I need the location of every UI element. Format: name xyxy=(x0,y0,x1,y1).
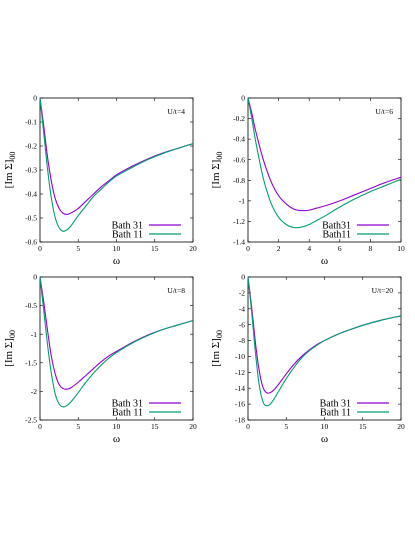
y-tick-label: -1.2 xyxy=(233,217,245,226)
x-tick-label: 20 xyxy=(189,422,197,431)
x-tick-label: 5 xyxy=(284,422,288,431)
chart-panel-4: 0 5 10 15 20 0 -2 -4 -6 -8 -10 -12 -14 -16 -18 U/t=20 Ba… xyxy=(210,273,405,445)
y-tick-label: 0 xyxy=(33,273,37,282)
annotation-label: U/t=20 xyxy=(372,286,394,295)
y-tick-label: -0.5 xyxy=(25,214,37,223)
legend-label: Bath 11 xyxy=(320,408,351,419)
series-line-bath31 xyxy=(247,97,402,212)
y-tick-label: -0.2 xyxy=(233,114,245,123)
x-tick-label: 20 xyxy=(189,244,197,253)
x-tick-label: 4 xyxy=(307,244,311,253)
x-tick-label: 10 xyxy=(113,422,121,431)
y-tick-label: -4 xyxy=(239,304,245,313)
x-tick-label: 15 xyxy=(151,422,159,431)
y-axis-label: [Im Σ]00 xyxy=(3,330,17,367)
y-axis-label: [Im Σ]00 xyxy=(210,152,224,189)
x-tick-label: 6 xyxy=(338,244,342,253)
x-axis-label: ω xyxy=(321,255,328,267)
y-tick-label: -0.3 xyxy=(25,166,37,175)
x-tick-label: 10 xyxy=(397,244,405,253)
series-line-bath11 xyxy=(247,276,402,407)
x-tick-label: 0 xyxy=(246,422,250,431)
y-tick-label: -1.4 xyxy=(233,238,245,247)
y-tick-label: -0.4 xyxy=(25,190,37,199)
y-tick-label: -14 xyxy=(235,384,245,393)
legend-label: Bath 31 xyxy=(112,221,143,232)
x-tick-label: 0 xyxy=(38,422,42,431)
series-line-bath11 xyxy=(39,97,194,232)
y-tick-label: -18 xyxy=(235,416,245,425)
y-tick-label: -0.1 xyxy=(25,118,37,127)
x-tick-label: 20 xyxy=(397,422,405,431)
x-axis-label: ω xyxy=(113,255,120,267)
y-axis-label-subscript: 00 xyxy=(8,330,17,338)
x-tick-label: 0 xyxy=(38,244,42,253)
chart-panel-3: 0 5 10 15 20 0 -0.5 -1 -1.5 -2 -2.5 U/t=8 Bath 31Bat… xyxy=(3,273,197,445)
x-axis-label: ω xyxy=(113,433,120,445)
y-axis-label-subscript: 00 xyxy=(215,330,224,338)
chart-panel-1: 0 5 10 15 20 0 -0.1 -0.2 -0.3 -0.4 -0.5 -0.6 U/t=4 Ba… xyxy=(3,94,197,267)
y-tick-label: -6 xyxy=(239,320,245,329)
y-tick-label: -0.6 xyxy=(233,155,245,164)
y-tick-label: -2 xyxy=(31,387,37,396)
y-tick-label: -0.4 xyxy=(233,135,245,144)
y-axis-label-main: [Im Σ] xyxy=(3,160,15,189)
y-tick-label: -0.5 xyxy=(25,301,37,310)
legend-label: Bath 31 xyxy=(320,399,351,410)
y-tick-label: 0 xyxy=(241,94,245,103)
y-tick-label: -0.8 xyxy=(233,176,245,185)
x-tick-label: 10 xyxy=(321,422,329,431)
chart-panel-2: 0 2 4 6 8 10 0 -0.2 -0.4 -0.6 -0.8 -1 -1.2 -1.4 U/t=6 B… xyxy=(210,94,405,267)
legend-label: Bath11 xyxy=(322,230,351,241)
x-tick-label: 15 xyxy=(359,422,367,431)
series-line-bath11 xyxy=(39,276,194,408)
legend-label: Bath31 xyxy=(322,221,351,232)
y-axis-label-subscript: 00 xyxy=(8,152,17,160)
legend-label: Bath 11 xyxy=(112,408,143,419)
y-tick-label: -16 xyxy=(235,400,245,409)
y-tick-label: 0 xyxy=(33,94,37,103)
y-axis-label-main: [Im Σ] xyxy=(210,338,222,367)
annotation-label: U/t=8 xyxy=(167,286,185,295)
y-axis-label: [Im Σ]00 xyxy=(3,152,17,189)
y-tick-label: -10 xyxy=(235,352,245,361)
y-tick-label: -1.5 xyxy=(25,358,37,367)
y-tick-label: -2.5 xyxy=(25,416,37,425)
y-tick-label: 0 xyxy=(241,273,245,282)
y-tick-label: -0.6 xyxy=(25,238,37,247)
y-axis-label-main: [Im Σ] xyxy=(3,338,15,367)
x-tick-label: 5 xyxy=(76,244,80,253)
x-axis-label: ω xyxy=(321,433,328,445)
y-axis-label-main: [Im Σ] xyxy=(210,160,222,189)
y-axis-label: [Im Σ]00 xyxy=(210,330,224,367)
legend-label: Bath 11 xyxy=(112,230,143,241)
plot-frame xyxy=(247,97,402,243)
y-tick-label: -1 xyxy=(31,330,37,339)
y-tick-label: -12 xyxy=(235,368,245,377)
x-tick-label: 8 xyxy=(369,244,373,253)
legend-label: Bath 31 xyxy=(112,399,143,410)
y-tick-label: -8 xyxy=(239,336,245,345)
x-tick-label: 10 xyxy=(113,244,121,253)
y-tick-label: -1 xyxy=(239,196,245,205)
x-tick-label: 5 xyxy=(76,422,80,431)
x-tick-label: 15 xyxy=(151,244,159,253)
x-tick-label: 2 xyxy=(277,244,281,253)
series-line-bath11 xyxy=(247,97,402,229)
annotation-label: U/t=4 xyxy=(167,107,185,116)
annotation-label: U/t=6 xyxy=(375,107,393,116)
x-tick-label: 0 xyxy=(246,244,250,253)
y-tick-label: -2 xyxy=(239,288,245,297)
y-axis-label-subscript: 00 xyxy=(215,152,224,160)
y-tick-label: -0.2 xyxy=(25,142,37,151)
series-line-bath31 xyxy=(39,97,194,215)
